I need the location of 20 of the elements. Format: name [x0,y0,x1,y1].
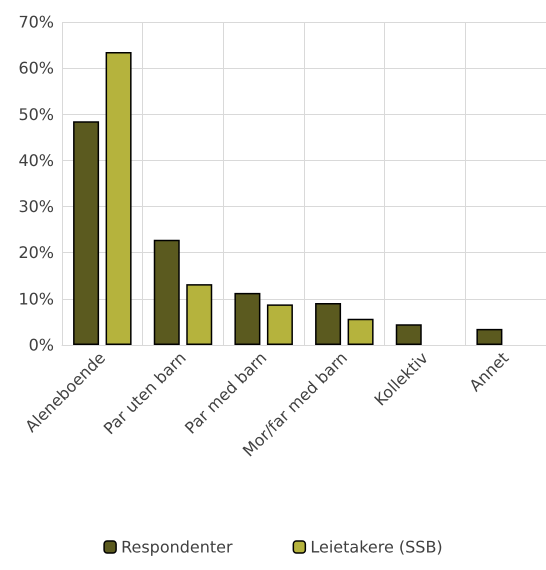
y-tick-label: 10% [18,289,54,308]
legend-label: Leietakere (SSB) [310,538,443,556]
y-tick-label: 60% [18,58,54,78]
y-tick-label: 70% [18,12,54,32]
bar [396,324,422,345]
y-tick-label: 40% [18,150,54,170]
bar [348,318,374,345]
y-tick-label: 0% [28,336,54,354]
legend-label: Respondenter [121,538,234,556]
bar [266,304,293,345]
y-tick-label: 50% [18,104,54,124]
y-tick-label: 30% [18,197,54,216]
bar [234,292,260,345]
bar [476,328,502,345]
bar [186,284,212,345]
bar [73,121,100,345]
bar [154,240,180,345]
y-tick-label: 20% [18,243,54,262]
bar [106,52,132,345]
bar [315,303,342,345]
